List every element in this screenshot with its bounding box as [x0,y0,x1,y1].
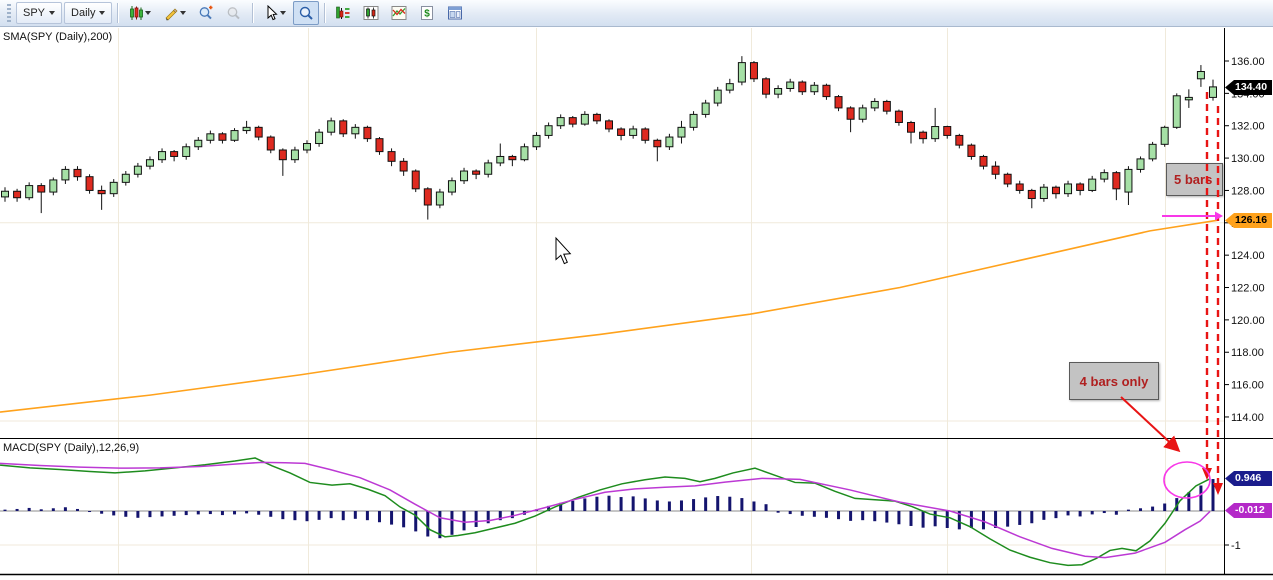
price-axis-label: 116.00 [1231,380,1264,392]
chevron-down-icon [145,11,152,15]
svg-text:$: $ [425,9,431,20]
price-axis-label: 132.00 [1231,121,1265,133]
price-axis-label: 120.00 [1231,315,1265,327]
chevron-down-icon [280,11,287,15]
price-axis-label: 122.00 [1231,283,1265,295]
format-studies-icon [391,6,407,20]
format-bars-icon [363,6,379,20]
last-price-badge: 134.40 [1225,80,1272,95]
insert-study-button[interactable] [330,1,356,25]
format-bars-button[interactable] [358,1,384,25]
dollar-icon: $ [421,6,434,20]
pointer-tool-button[interactable] [258,1,291,25]
sma-value-badge: 126.16 [1225,213,1272,228]
macd-indicator-label: MACD(SPY (Daily),12,26,9) [3,442,140,454]
price-axis-label: 128.00 [1231,185,1265,197]
macd-line [0,457,1211,567]
symbol-label: SPY [23,7,46,19]
candlestick-style-icon [130,6,144,20]
chevron-down-icon [49,11,56,15]
macd-signal-line [0,461,1211,559]
zoom-out-button[interactable] [221,1,247,25]
drawing-tool-button[interactable] [158,1,191,25]
chevron-down-icon [180,11,187,15]
macd-value-badge: 0.946 [1225,471,1272,486]
toolbar-separator [117,3,119,23]
quotes-button[interactable]: $ [414,1,440,25]
toolbar-separator [324,3,326,23]
toolbar-separator [252,3,254,23]
macd-signal-value-badge: -0.012 [1225,503,1272,518]
chevron-down-icon [99,11,106,15]
symbol-dropdown[interactable]: SPY [16,2,63,24]
zoom-in-icon [200,5,213,20]
price-axis-label: 114.00 [1231,412,1264,424]
main-toolbar: SPY Daily [0,0,1273,27]
zoom-in-button[interactable] [193,1,219,25]
pencil-icon [165,8,178,21]
interval-label: Daily [71,7,96,19]
zoom-out-icon [228,7,241,20]
workspace-button[interactable] [442,1,468,25]
price-axis-label: 130.00 [1231,153,1265,165]
format-studies-button[interactable] [386,1,412,25]
pointer-icon [267,5,279,21]
insert-study-icon [336,6,350,19]
chart-style-button[interactable] [123,1,156,25]
pointer-tracking-button[interactable] [293,1,320,25]
sma-line [0,219,1219,413]
interval-dropdown[interactable]: Daily [64,2,113,24]
workspace-icon [448,6,463,20]
price-axis-label: 136.00 [1231,56,1265,68]
five-bars-annotation[interactable]: 5 bars [1166,163,1223,196]
pointer-tracking-icon [300,6,314,20]
sma-indicator-label: SMA(SPY (Daily),200) [3,31,113,43]
price-axis-label: 118.00 [1231,347,1264,359]
candlestick-series [1,56,1217,220]
macd-axis-label: -1 [1231,540,1241,552]
price-axis-label: 124.00 [1231,250,1265,262]
four-bars-annotation[interactable]: 4 bars only [1069,362,1159,400]
toolbar-grip-handle[interactable] [7,4,11,22]
